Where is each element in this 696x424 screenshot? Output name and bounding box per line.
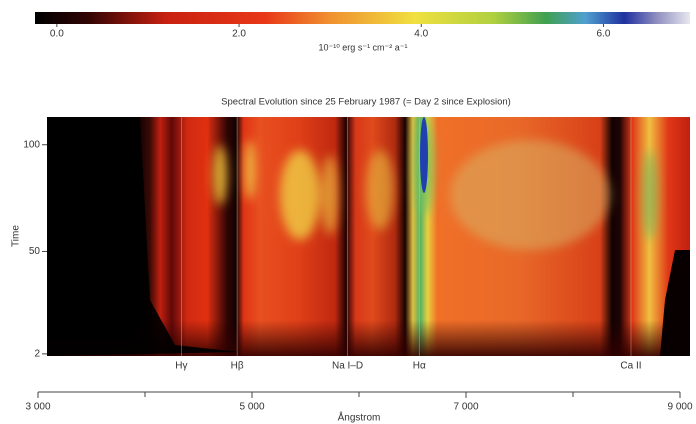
chart-title: Spectral Evolution since 25 February 198… [221, 97, 511, 108]
colorbar-tick-label: 4.0 [414, 29, 428, 40]
colorbar-label: 10⁻¹⁰ erg s⁻¹ cm⁻² a⁻¹ [318, 42, 407, 52]
y-tick-label: 50 [29, 246, 41, 257]
spectral-line-label: Hγ [175, 361, 187, 372]
y-axis-label: Time [11, 225, 22, 247]
x-tick-label: 3 000 [25, 402, 50, 413]
spectral-line-label: Ca II [620, 361, 641, 372]
y-tick-label: 2 [34, 349, 40, 360]
x-tick-label: 7 000 [453, 402, 478, 413]
x-axis-label: Ångstrom [338, 411, 381, 424]
y-tick-label: 100 [23, 139, 40, 150]
dark-region [660, 250, 690, 356]
spectral-line-label: Na I–D [332, 361, 363, 372]
x-tick-label: 5 000 [239, 402, 264, 413]
x-tick-label: 9 000 [667, 402, 692, 413]
heatmap [47, 117, 690, 356]
colorbar [35, 12, 690, 24]
colorbar-tick-label: 2.0 [232, 29, 246, 40]
h-alpha-core [420, 117, 428, 193]
colorbar-tick-label: 0.0 [50, 29, 64, 40]
spectral-line-label: Hβ [231, 361, 244, 372]
spectral-line-label: Hα [413, 361, 426, 372]
dark-region [47, 117, 240, 356]
colorbar-tick-label: 6.0 [597, 29, 611, 40]
